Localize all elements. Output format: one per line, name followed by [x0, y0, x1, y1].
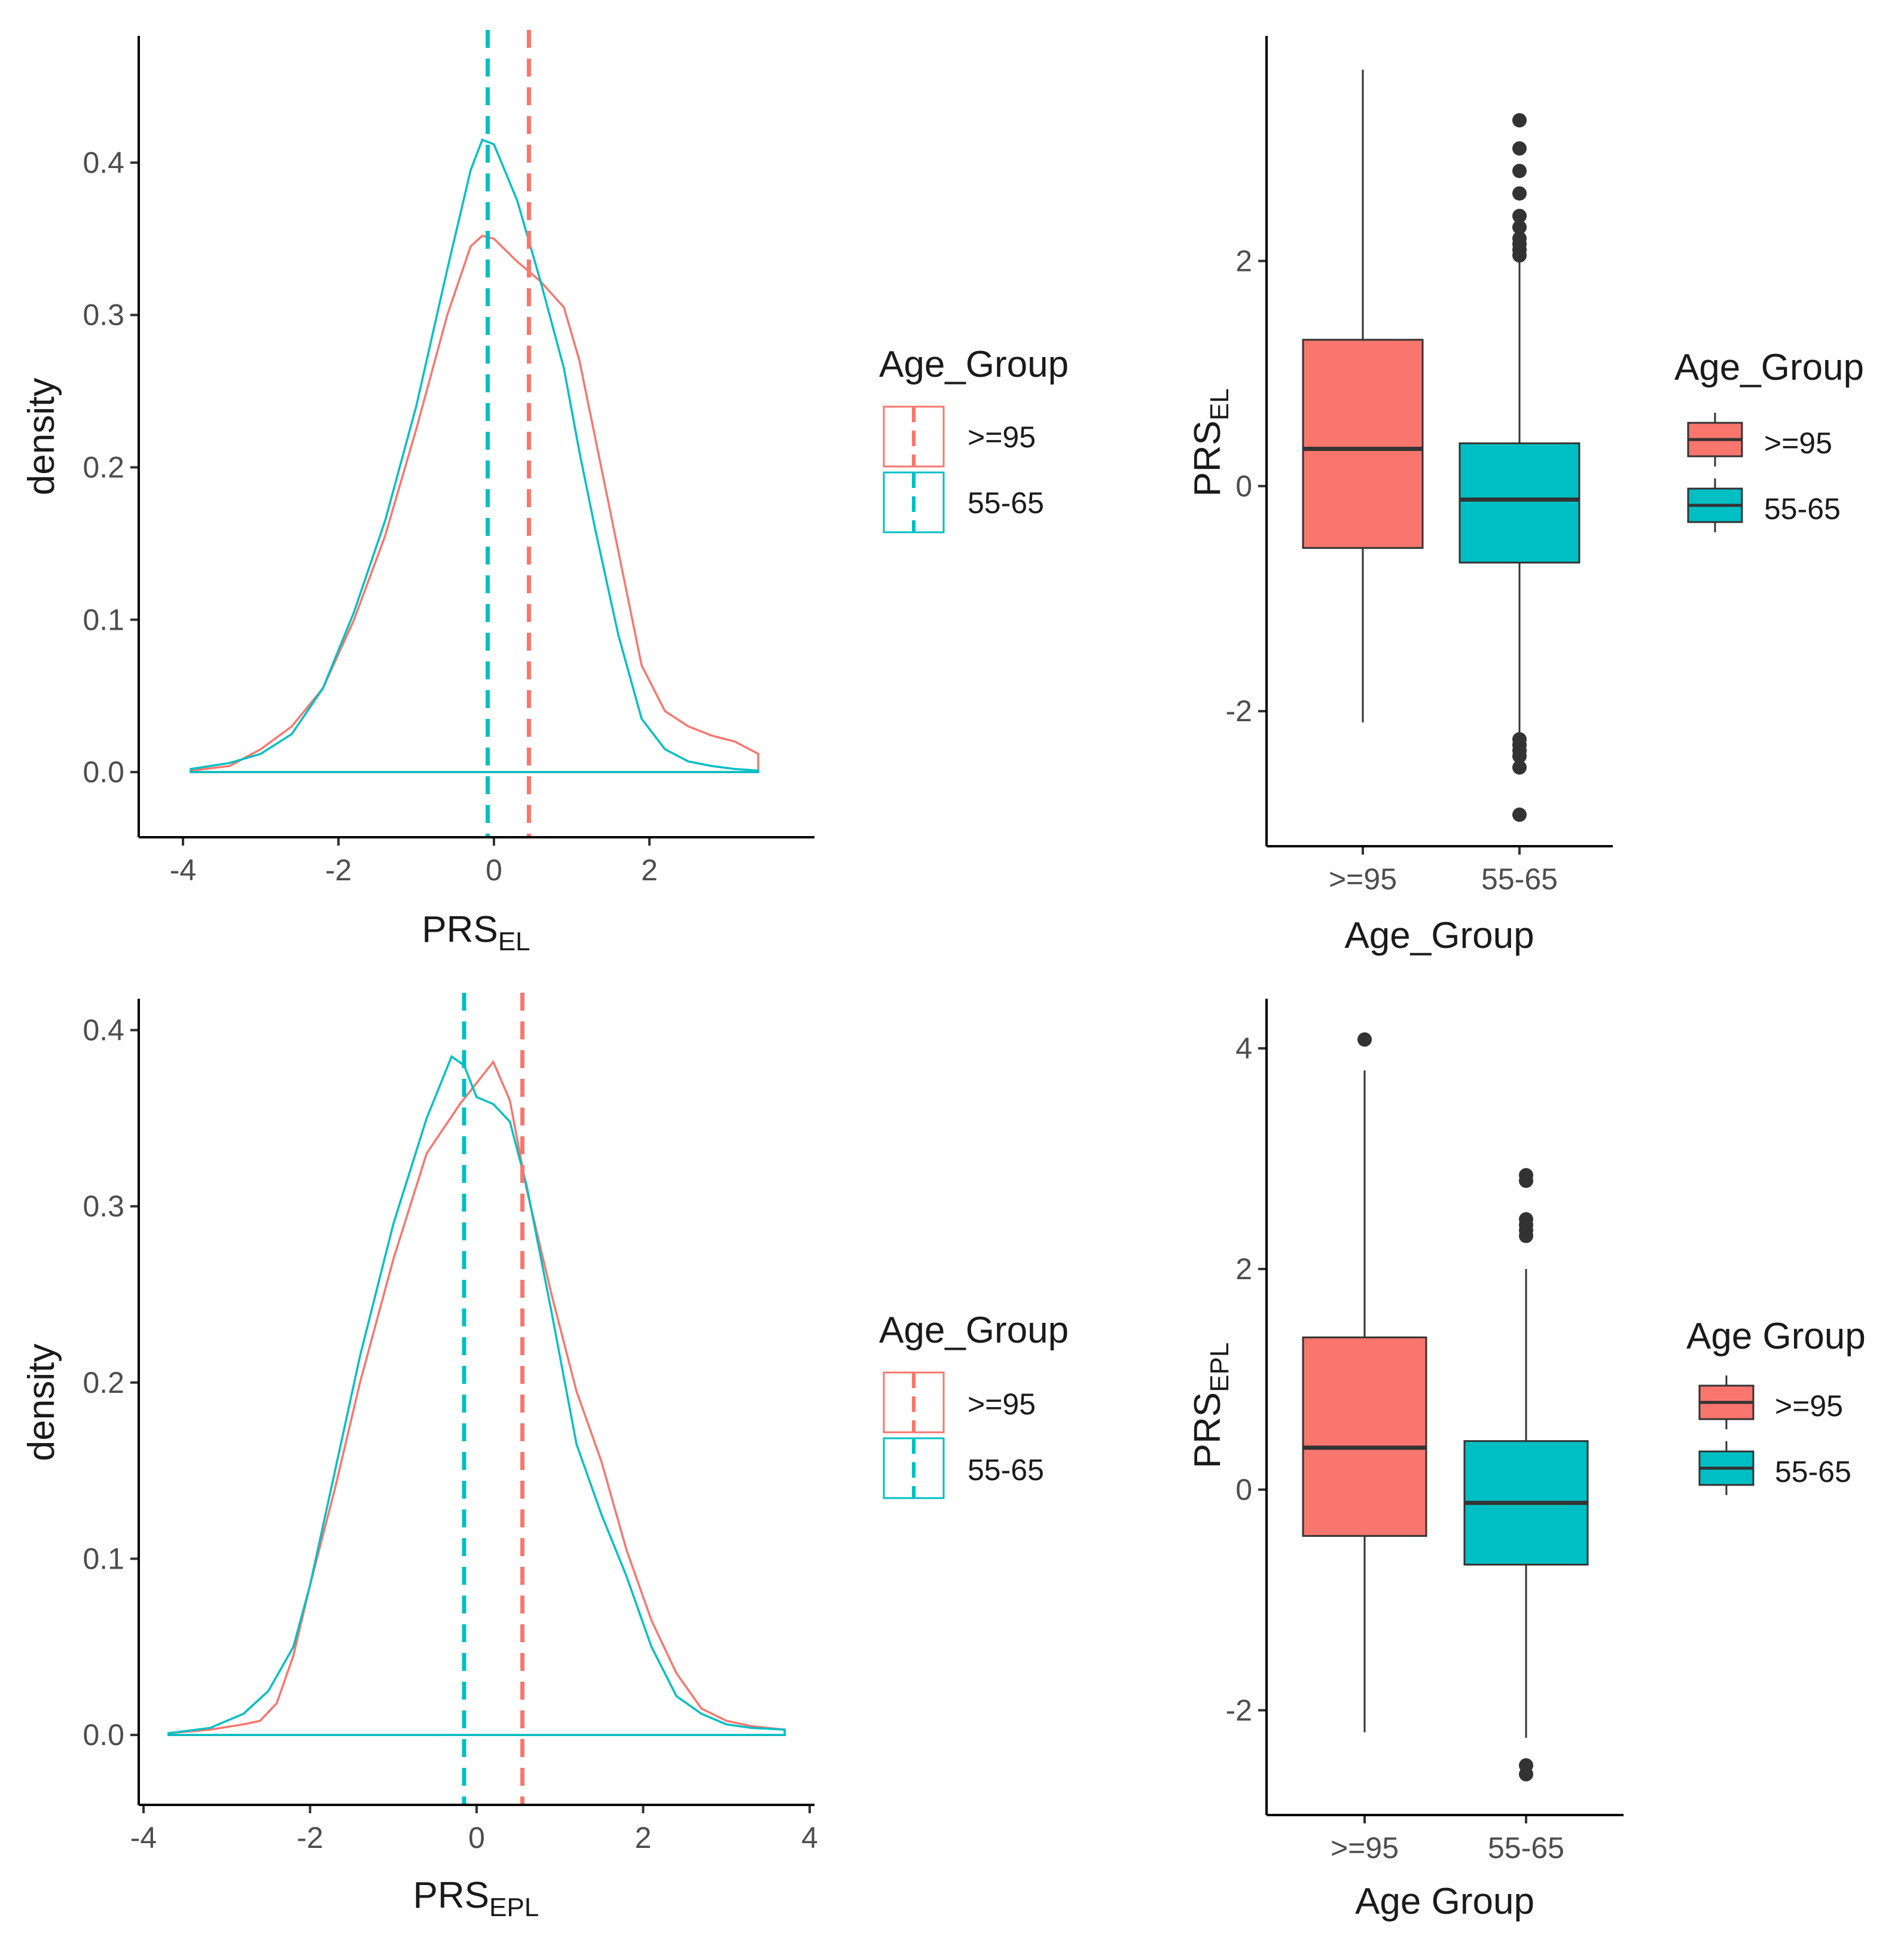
legend-label-55: 55-65 [1775, 1455, 1851, 1489]
x-tick-label: -4 [170, 853, 196, 887]
x-tick-label: 0 [486, 853, 502, 887]
outlier-point [1512, 760, 1527, 775]
outlier-point [1512, 749, 1527, 764]
box-epl-legend: Age Group >=95 55-65 [1686, 1316, 1866, 1495]
x-tick-label: 4 [801, 1821, 818, 1855]
outlier-point [1512, 113, 1527, 128]
y-tick-label: 0.4 [83, 1013, 124, 1047]
density-el-legend: Age_Group >=95 55-65 [879, 344, 1069, 533]
box-el-legend: Age_Group >=95 55-65 [1674, 347, 1864, 532]
box-epl-x-axis-title: Age Group [1355, 1881, 1534, 1922]
y-tick-label: 0.1 [83, 603, 124, 636]
legend-label-95: >=95 [968, 1387, 1036, 1421]
legend-label-95: >=95 [1775, 1389, 1843, 1423]
density-el-x-axis-title: PRSEL [422, 909, 530, 956]
y-tick-label: 0.2 [83, 1366, 124, 1399]
outlier-point [1512, 186, 1527, 201]
density-curve-55 [190, 138, 759, 773]
legend-label-55: 55-65 [1764, 492, 1841, 526]
box-95 [1302, 1336, 1427, 1537]
density-epl-plot-area: 0.0 0.1 0.2 0.3 0.4 -4 -2 0 2 4 [83, 993, 818, 1855]
box-95 [1302, 338, 1424, 549]
x-tick-label: 2 [635, 1821, 652, 1855]
box-el-x-axis-title: Age_Group [1344, 915, 1534, 956]
density-epl-y-axis-title: density [21, 1344, 62, 1461]
outlier-point [1512, 163, 1527, 178]
legend-label-55: 55-65 [968, 486, 1044, 520]
y-tick-label: 0.0 [83, 1718, 124, 1752]
legend-title: Age_Group [879, 1310, 1069, 1351]
x-tick-label: 0 [468, 1821, 485, 1855]
legend-title: Age_Group [879, 344, 1069, 385]
box-el-y-axis-title: PRSEL [1187, 388, 1234, 496]
legend-title: Age_Group [1674, 347, 1864, 388]
x-tick-label: 55-65 [1488, 1831, 1564, 1865]
y-tick-label: 0 [1235, 1473, 1252, 1506]
legend-label-95: >=95 [1764, 426, 1832, 460]
outlier-point [1512, 141, 1527, 156]
outlier-point [1519, 1767, 1533, 1782]
box-el-plot-area: -2 0 2 >=95 55-65 [1226, 69, 1580, 896]
y-tick-label: 0.2 [83, 450, 124, 484]
x-tick-label: -2 [297, 1821, 323, 1855]
outlier-point [1512, 209, 1527, 224]
y-tick-label: -2 [1226, 694, 1252, 728]
y-tick-label: 2 [1235, 1252, 1252, 1286]
y-tick-label: 0.1 [83, 1542, 124, 1575]
legend-label-55: 55-65 [968, 1453, 1044, 1487]
density-epl-panel: 0.0 0.1 0.2 0.3 0.4 -4 -2 0 2 4 PRSEPL density Ag… [21, 993, 1069, 1922]
y-tick-label: 0 [1235, 469, 1252, 503]
x-tick-label: 55-65 [1481, 862, 1558, 896]
density-el-plot-area: 0.0 0.1 0.2 0.3 0.4 -4 -2 0 2 [83, 30, 759, 887]
outlier-point [1357, 1032, 1372, 1047]
outlier-point [1512, 219, 1527, 234]
outlier-point [1519, 1168, 1533, 1183]
y-tick-label: 0.4 [83, 146, 124, 179]
y-tick-label: 0.3 [83, 1189, 124, 1223]
y-tick-label: 0.0 [83, 755, 124, 789]
outlier-point [1519, 1212, 1533, 1227]
density-curve-95 [190, 234, 759, 773]
x-tick-label: -2 [325, 853, 352, 887]
density-epl-x-axis-title: PRSEPL [413, 1875, 539, 1922]
y-tick-label: -2 [1226, 1694, 1252, 1727]
outlier-point [1512, 231, 1527, 246]
box-el-panel: -2 0 2 >=95 55-65 Age_Group PRSEL Age_Group … [1187, 36, 1864, 956]
box-55 [1458, 442, 1580, 564]
y-tick-label: 2 [1235, 244, 1252, 277]
y-tick-label: 4 [1235, 1032, 1252, 1065]
legend-title: Age Group [1686, 1316, 1866, 1357]
box-epl-y-axis-title: PRSEPL [1187, 1343, 1234, 1469]
box-epl-plot-area: -2 0 2 4 >=95 55-65 [1226, 1032, 1589, 1865]
y-tick-label: 0.3 [83, 298, 124, 332]
density-epl-legend: Age_Group >=95 55-65 [879, 1310, 1069, 1499]
box-epl-panel: -2 0 2 4 >=95 55-65 Age Group PRSEPL Age Grou… [1187, 999, 1866, 1922]
legend-label-95: >=95 [968, 420, 1036, 454]
density-curve-55 [167, 1055, 786, 1736]
density-curve-95 [167, 1060, 786, 1736]
density-el-y-axis-title: density [21, 378, 62, 495]
x-tick-label: >=95 [1331, 1831, 1399, 1865]
outlier-point [1512, 807, 1527, 822]
x-tick-label: 2 [641, 853, 658, 887]
density-el-panel: 0.0 0.1 0.2 0.3 0.4 -4 -2 0 2 PRSEL density Age_… [21, 30, 1069, 956]
x-tick-label: >=95 [1329, 862, 1397, 896]
x-tick-label: -4 [130, 1821, 157, 1855]
